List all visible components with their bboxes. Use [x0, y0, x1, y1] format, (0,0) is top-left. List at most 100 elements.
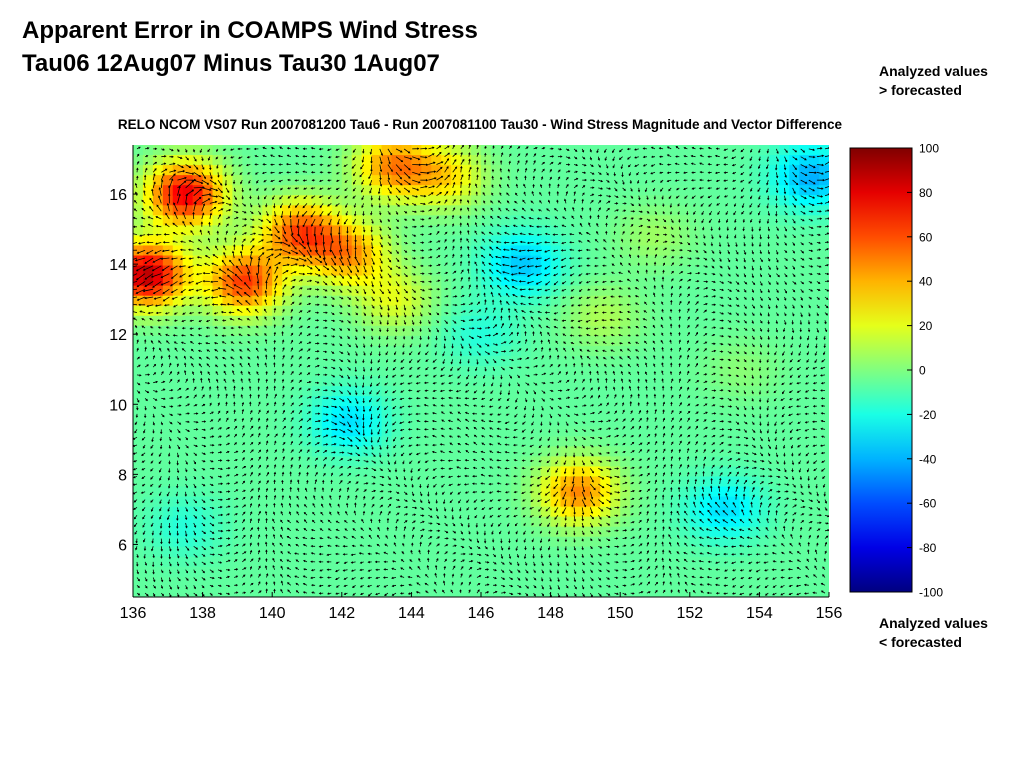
heatmap-cell: [630, 225, 641, 236]
heatmap-cell: [401, 506, 412, 518]
heatmap-cell: [212, 436, 224, 447]
heatmap-cell: [520, 376, 532, 387]
x-tick-label: 146: [468, 605, 495, 622]
heatmap-cell: [421, 205, 432, 216]
heatmap-cell: [222, 305, 234, 317]
heatmap-cell: [779, 426, 790, 437]
heatmap-cell: [620, 426, 631, 437]
heatmap-cell: [520, 546, 532, 558]
heatmap-cell: [142, 526, 154, 538]
heatmap-cell: [530, 145, 542, 156]
heatmap-cell: [769, 225, 780, 236]
heatmap-cell: [779, 355, 790, 367]
heatmap-cell: [779, 496, 790, 508]
heatmap-cell: [669, 285, 681, 297]
heatmap-cell: [311, 275, 323, 287]
heatmap-cell: [520, 255, 532, 267]
heatmap-cell: [391, 185, 403, 196]
heatmap-cell: [142, 345, 154, 357]
heatmap-cell: [242, 396, 253, 407]
heatmap-cell: [212, 576, 224, 588]
heatmap-cell: [749, 576, 760, 588]
heatmap-cell: [620, 155, 631, 166]
heatmap-cell: [709, 365, 721, 377]
heatmap-cell: [481, 386, 492, 397]
heatmap-cell: [441, 556, 452, 568]
heatmap-cell: [282, 406, 293, 417]
heatmap-cell: [490, 486, 502, 498]
heatmap-cell: [729, 386, 741, 397]
heatmap-cell: [809, 546, 820, 558]
heatmap-cell: [232, 556, 243, 568]
heatmap-cell: [490, 155, 502, 166]
heatmap-cell: [799, 295, 810, 307]
heatmap-cell: [461, 265, 472, 277]
heatmap-cell: [152, 526, 164, 538]
heatmap-cell: [620, 145, 631, 156]
heatmap-cell: [620, 496, 631, 508]
heatmap-cell: [262, 365, 273, 377]
heatmap-cell: [689, 155, 701, 166]
heatmap-cell: [212, 386, 224, 397]
heatmap-cell: [640, 586, 651, 597]
heatmap-cell: [769, 255, 780, 267]
heatmap-cell: [133, 295, 144, 307]
heatmap-cell: [133, 205, 144, 216]
heatmap-cell: [142, 335, 154, 347]
heatmap-cell: [331, 275, 343, 287]
heatmap-cell: [600, 576, 611, 588]
colorbar: [849, 147, 913, 593]
heatmap-cell: [749, 305, 760, 317]
heatmap-cell: [202, 586, 214, 597]
heatmap-cell: [819, 245, 829, 257]
heatmap-cell: [152, 275, 164, 287]
heatmap-cell: [500, 285, 512, 297]
heatmap-cell: [451, 295, 462, 307]
heatmap-cell: [500, 265, 512, 277]
heatmap-cell: [461, 416, 472, 427]
heatmap-cell: [471, 255, 482, 267]
heatmap-cell: [789, 355, 800, 367]
heatmap-cell: [421, 305, 432, 317]
heatmap-cell: [451, 506, 462, 518]
heatmap-cell: [659, 406, 671, 417]
heatmap-cell: [759, 496, 770, 508]
heatmap-cell: [500, 426, 512, 437]
heatmap-cell: [600, 456, 611, 468]
heatmap-cell: [630, 165, 641, 176]
heatmap-cell: [272, 546, 283, 558]
heatmap-cell: [699, 195, 711, 206]
heatmap-cell: [759, 305, 770, 317]
heatmap-cell: [361, 175, 373, 186]
heatmap-cell: [341, 365, 353, 377]
heatmap-cell: [739, 305, 751, 317]
heatmap-cell: [490, 436, 502, 447]
heatmap-cell: [232, 195, 243, 206]
heatmap-cell: [242, 255, 253, 267]
heatmap-cell: [411, 386, 422, 397]
heatmap-cell: [679, 295, 691, 307]
heatmap-cell: [650, 536, 661, 548]
heatmap-cell: [461, 325, 472, 337]
heatmap-cell: [669, 556, 681, 568]
heatmap-cell: [421, 285, 432, 297]
heatmap-cell: [630, 245, 641, 257]
heatmap-cell: [232, 526, 243, 538]
heatmap-cell: [530, 185, 542, 196]
annotation-analyzed-less: Analyzed values < forecasted: [879, 614, 988, 652]
heatmap-cell: [371, 275, 383, 287]
heatmap-cell: [142, 486, 154, 498]
heatmap-cell: [381, 175, 393, 186]
heatmap-cell: [669, 426, 681, 437]
heatmap-cell: [669, 386, 681, 397]
heatmap-cell: [252, 536, 263, 548]
heatmap-cell: [311, 355, 323, 367]
heatmap-cell: [381, 446, 393, 457]
heatmap-cell: [819, 426, 829, 437]
heatmap-cell: [172, 165, 184, 176]
heatmap-cell: [560, 406, 572, 417]
heatmap-cell: [272, 526, 283, 538]
heatmap-cell: [759, 245, 770, 257]
heatmap-cell: [600, 185, 611, 196]
heatmap-cell: [580, 315, 591, 327]
